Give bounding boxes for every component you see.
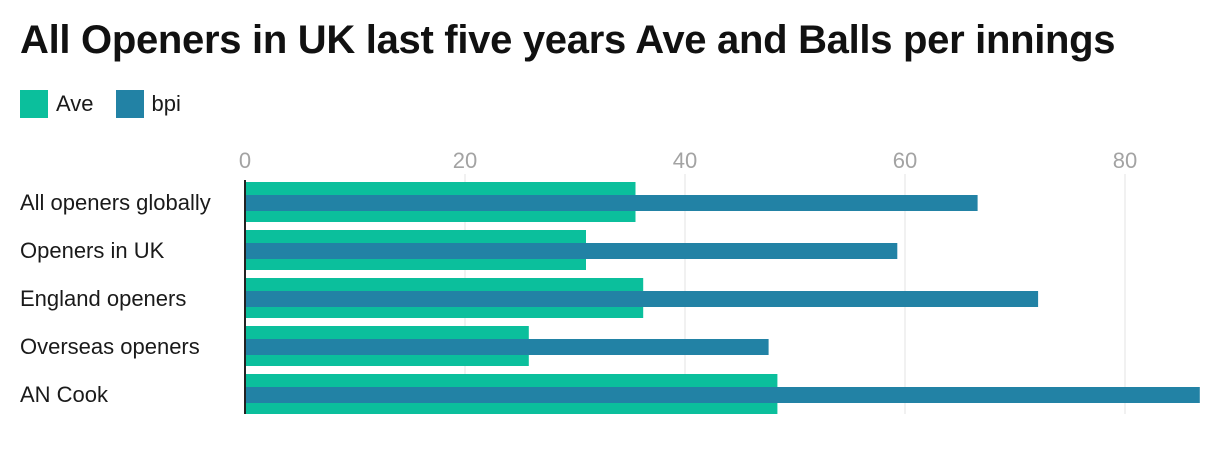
legend-item-bpi: bpi — [115, 90, 181, 118]
category-label-openers-in-uk: Openers in UK — [20, 238, 165, 263]
category-label-an-cook: AN Cook — [20, 382, 109, 407]
bar-bpi-all-openers-globally — [245, 195, 978, 211]
x-tick-label-20: 20 — [453, 148, 477, 173]
legend-swatch-ave — [20, 90, 48, 118]
category-label-england-openers: England openers — [20, 286, 186, 311]
x-tick-label-40: 40 — [673, 148, 697, 173]
x-tick-label-80: 80 — [1113, 148, 1137, 173]
bar-bpi-overseas-openers — [245, 339, 769, 355]
bar-bpi-openers-in-uk — [245, 243, 898, 259]
bar-bpi-england-openers — [245, 291, 1039, 307]
x-tick-label-0: 0 — [239, 148, 251, 173]
category-label-all-openers-globally: All openers globally — [20, 190, 211, 215]
legend: Ave bpi — [20, 90, 203, 118]
x-tick-label-60: 60 — [893, 148, 917, 173]
legend-swatch-bpi — [115, 90, 144, 118]
category-label-overseas-openers: Overseas openers — [20, 334, 200, 359]
legend-label-ave: Ave — [56, 91, 94, 116]
legend-label-bpi: bpi — [151, 91, 181, 116]
bar-bpi-an-cook — [245, 387, 1200, 403]
legend-item-ave: Ave — [20, 90, 94, 118]
chart-title: All Openers in UK last five years Ave an… — [20, 18, 1116, 62]
